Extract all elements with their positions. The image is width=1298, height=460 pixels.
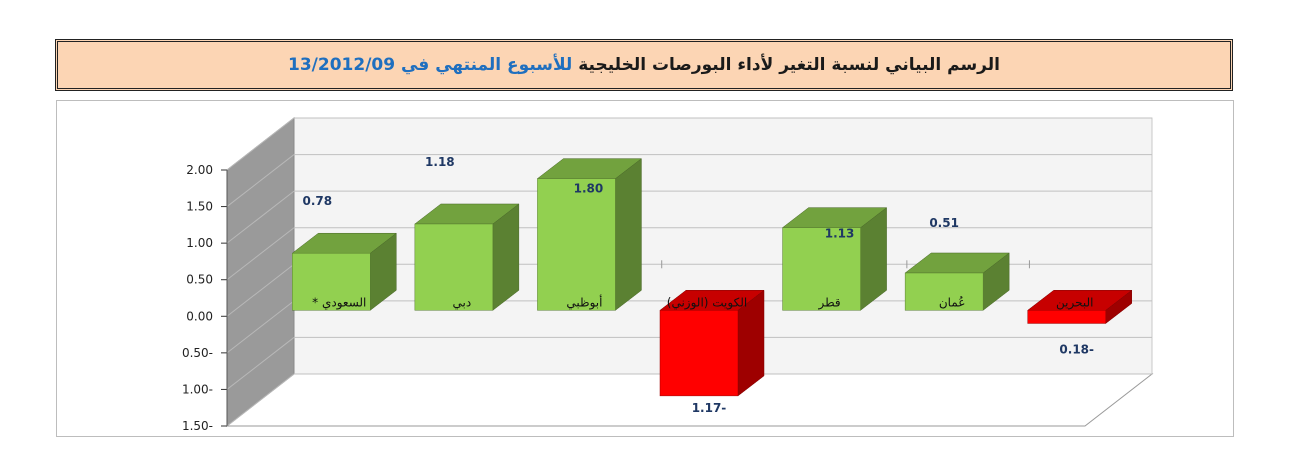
data-label: 1.18 <box>425 155 455 169</box>
chart-title-box: الرسم البياني لنسبة التغير لأداء البورصا… <box>55 39 1233 91</box>
y-tick-label: 0.00 <box>186 309 213 323</box>
bar <box>292 252 371 311</box>
bar <box>1027 310 1106 324</box>
gridline-side <box>226 373 295 427</box>
chart-title-date: للأسبوع المنتهي في 13/2012/09 <box>288 55 573 75</box>
gridline-side <box>226 300 295 354</box>
gridline-side <box>226 117 295 171</box>
gridline-side <box>226 263 295 317</box>
data-label: 1.13 <box>825 227 855 241</box>
y-tick-label: 0.50- <box>182 346 213 360</box>
chart-title-main: الرسم البياني لنسبة التغير لأداء البورصا… <box>578 55 1000 75</box>
y-tick-label: 0.50 <box>186 273 213 287</box>
data-label: 1.80 <box>574 182 604 196</box>
bar <box>904 272 984 311</box>
bar <box>537 178 616 311</box>
category-label: أبوظبي <box>566 294 602 310</box>
category-label: عُمان <box>939 295 966 309</box>
category-label: البحرين <box>1056 295 1093 310</box>
data-label: 1.17- <box>692 401 727 415</box>
gridline-side <box>226 227 295 281</box>
bar <box>414 223 494 311</box>
data-label: 0.18- <box>1059 342 1094 356</box>
bar <box>782 227 861 311</box>
chart-title: الرسم البياني لنسبة التغير لأداء البورصا… <box>288 55 1000 75</box>
bar-side <box>615 158 642 311</box>
y-tick-label: 1.00 <box>186 236 213 250</box>
category-label: دبي <box>453 295 472 309</box>
category-label: السعودي * <box>312 295 366 310</box>
gridline-side <box>226 154 295 207</box>
gridline-side <box>226 337 295 390</box>
y-tick-label: 1.50 <box>186 200 213 214</box>
gridline-side <box>226 190 295 244</box>
y-tick-label: 1.00- <box>182 382 213 396</box>
bar <box>659 310 739 397</box>
data-label: 0.51 <box>929 216 959 230</box>
category-label: الكويت (الوزني) <box>667 295 747 310</box>
y-tick-label: 2.00 <box>186 163 213 177</box>
y-tick-label: 1.50- <box>182 419 213 433</box>
category-label: قطر <box>817 295 840 310</box>
data-label: 0.78 <box>302 194 332 208</box>
